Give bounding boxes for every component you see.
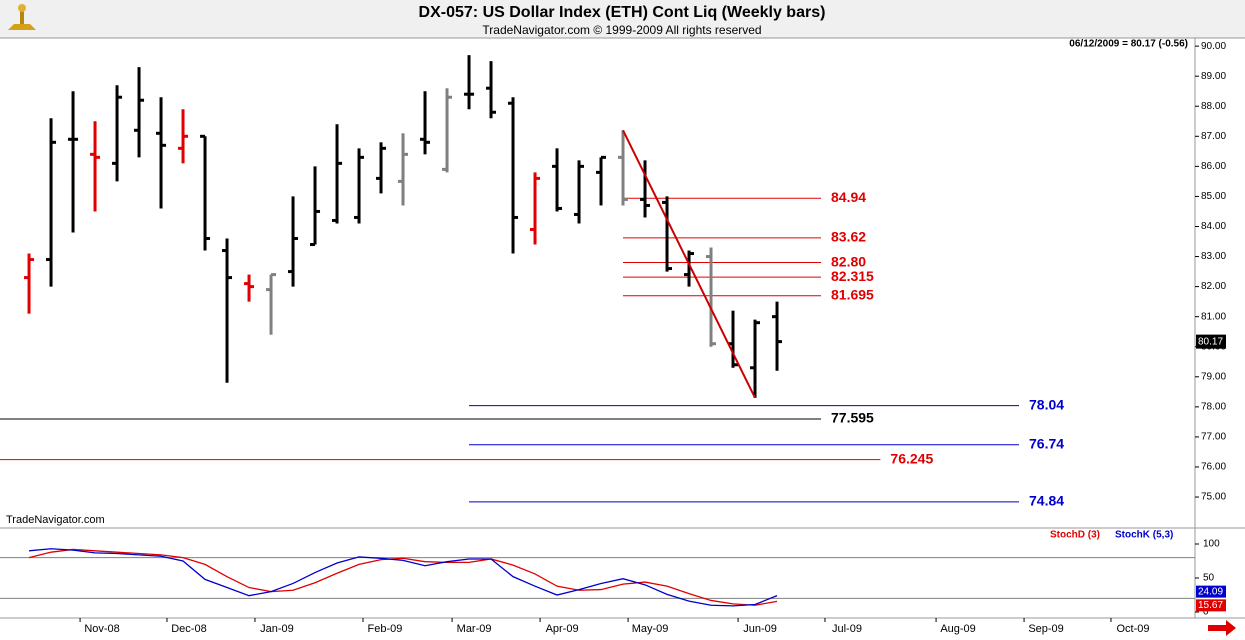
y-tick-label: 50 (1203, 573, 1215, 584)
level-label: 76.245 (890, 450, 933, 466)
y-tick-label: 89.00 (1201, 71, 1226, 82)
x-tick-label: May-09 (632, 623, 669, 635)
stoch-line (28, 548, 778, 607)
x-tick-label: Jul-09 (832, 623, 862, 635)
level-label: 83.62 (831, 229, 866, 245)
x-tick-label: Oct-09 (1116, 623, 1149, 635)
level-label: 84.94 (831, 189, 866, 205)
last-value-box (1196, 599, 1226, 612)
logo (8, 4, 36, 30)
x-tick-label: Jun-09 (743, 623, 777, 635)
y-tick-label: 86.00 (1201, 161, 1226, 172)
watermark: TradeNavigator.com (6, 514, 105, 526)
y-tick-label: 77.00 (1201, 432, 1226, 443)
quote: 06/12/2009 = 80.17 (-0.56) (1069, 39, 1188, 50)
x-tick-label: Apr-09 (546, 623, 579, 635)
y-tick-label: 83.00 (1201, 251, 1226, 262)
scroll-arrow[interactable] (1208, 620, 1236, 636)
level-label: 78.04 (1029, 396, 1064, 412)
y-tick-label: 85.00 (1201, 191, 1226, 202)
y-tick-label: 79.00 (1201, 371, 1226, 382)
x-tick-label: Aug-09 (940, 623, 975, 635)
last-price-label: 80.17 (1198, 336, 1223, 347)
level-label: 77.595 (831, 410, 874, 426)
y-tick-label: 81.00 (1201, 311, 1226, 322)
level-label: 76.74 (1029, 435, 1064, 451)
last-value-box (1196, 585, 1226, 598)
legend-entry: StochK (5,3) (1115, 530, 1173, 541)
y-tick-label: 100 (1203, 539, 1220, 550)
y-tick-label: 82.00 (1201, 281, 1226, 292)
last-price-box (1196, 334, 1226, 349)
chart-title: DX-057: US Dollar Index (ETH) Cont Liq (… (419, 4, 826, 21)
y-tick-label: 84.00 (1201, 221, 1226, 232)
legend-entry: StochD (3) (1050, 530, 1100, 541)
y-tick-label: 75.00 (1201, 492, 1226, 503)
last-value-label: 24.09 (1198, 586, 1223, 597)
y-tick-label: 87.00 (1201, 131, 1226, 142)
x-tick-label: Dec-08 (171, 623, 206, 635)
stoch-line (28, 548, 778, 606)
x-tick-label: Sep-09 (1028, 623, 1063, 635)
level-label: 81.695 (831, 286, 874, 302)
last-value-label: 15.67 (1198, 600, 1223, 611)
level-label: 82.80 (831, 253, 866, 269)
y-tick-label: 90.00 (1201, 41, 1226, 52)
y-tick-label: 78.00 (1201, 401, 1226, 412)
x-tick-label: Jan-09 (260, 623, 294, 635)
header-bar (0, 0, 1245, 38)
level-label: 74.84 (1029, 493, 1064, 509)
y-tick-label: 88.00 (1201, 101, 1226, 112)
y-tick-label: 0 (1203, 607, 1209, 618)
chart-subtitle: TradeNavigator.com © 1999-2009 All right… (482, 23, 761, 37)
x-tick-label: Nov-08 (84, 623, 119, 635)
level-label: 82.315 (831, 268, 874, 284)
y-tick-label: 76.00 (1201, 462, 1226, 473)
x-tick-label: Mar-09 (457, 623, 492, 635)
trendline (622, 129, 756, 399)
x-tick-label: Feb-09 (368, 623, 403, 635)
